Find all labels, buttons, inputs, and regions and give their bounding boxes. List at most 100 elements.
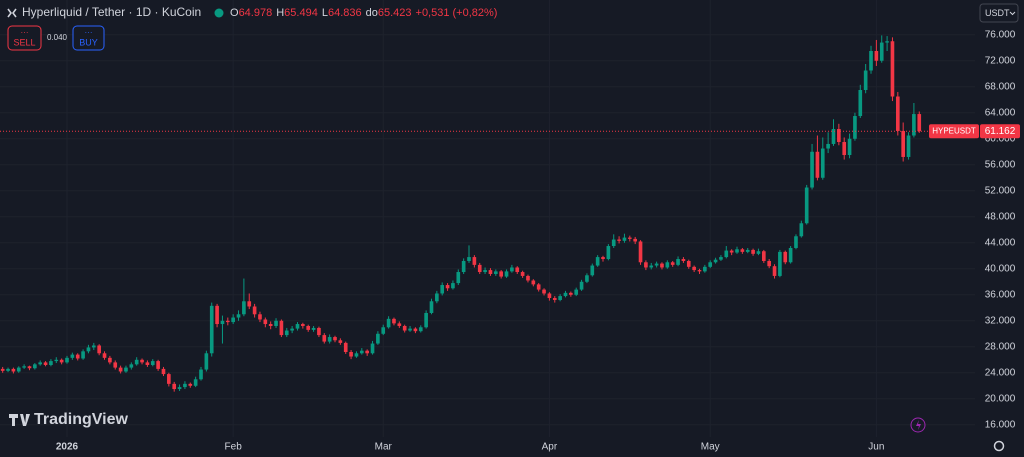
candle-body [183,383,187,388]
buy-label[interactable]: BUY [79,37,98,47]
candle-body [697,270,702,272]
candle-body [97,345,101,354]
candle-body [258,314,262,320]
y-tick-label: 40.000 [985,263,1016,274]
candle-body [290,328,294,331]
ohlc-key: H [276,7,284,19]
spread: 0.040 [47,33,68,42]
candle-body [124,367,128,372]
candle-body [810,151,814,188]
candle-body [574,289,579,295]
symbol-title: Hyperliquid / Tether · 1D · KuCoin [22,5,201,19]
candle-body [794,236,798,248]
candle-body [376,333,380,344]
candle-body [188,383,193,386]
candle-body [349,351,353,357]
candle-body [772,266,777,276]
candle-body [890,41,895,97]
ohlc-key: L [322,7,328,19]
candle-body [333,337,337,341]
candles [0,35,975,392]
candle-body [22,366,26,368]
y-tick-label: 76.000 [985,29,1016,40]
candle-body [879,42,884,61]
alert-icon[interactable] [910,417,926,433]
symbol-label: HYPEUSDT [932,126,976,135]
candle-body [177,387,182,390]
currency-label[interactable]: USDT [985,8,1010,18]
candle-body [172,383,177,390]
candle-body [676,259,680,265]
y-tick-label: 36.000 [985,289,1016,300]
x-tick-label: Apr [542,442,558,453]
candle-body [708,262,713,267]
candle-body [108,357,112,363]
y-tick-label: 44.000 [985,237,1016,248]
candle-body [75,354,80,359]
candle-body [435,293,439,302]
candle-body [54,359,59,362]
candle-body [552,298,557,300]
sell-label[interactable]: SELL [13,37,35,47]
candle-body [0,368,5,371]
sell-button[interactable] [7,25,42,51]
candle-body [145,362,150,365]
candle-body [220,320,225,325]
sell-dots: ··· [21,28,29,37]
currency-select[interactable] [979,3,1019,23]
candle-body [381,327,386,334]
candle-body [301,324,305,326]
candle-body [279,320,284,336]
price-label: 61.162 [985,126,1016,137]
candle-body [499,271,503,277]
candle-body [483,270,487,273]
x-tick-label: May [701,442,720,453]
y-tick-label: 72.000 [985,55,1016,66]
candle-body [306,325,311,330]
candle-body [429,301,434,313]
candle-body [225,320,230,323]
candle-body [6,368,10,371]
candle-body [311,327,316,330]
header: Hyperliquid / Tether · 1D · KuCoin O64.9… [7,3,1019,51]
candle-body [847,138,852,156]
candle-body [627,237,632,239]
candle-body [815,151,820,178]
candle-body [322,335,327,342]
y-tick-label: 20.000 [985,393,1016,404]
candle-body [820,148,825,178]
candle-body [440,285,445,294]
candle-body [788,247,793,263]
candle-body [59,359,64,363]
candle-body [724,250,729,258]
candle-body [751,249,755,254]
candle-body [252,306,257,315]
candle-body [43,362,48,365]
candle-body [118,367,123,372]
candle-body [579,281,584,290]
y-tick-label: 48.000 [985,211,1016,222]
dropdown-arrow [1009,11,1016,16]
candle-body [863,70,868,91]
y-tick-label: 64.000 [985,107,1016,118]
candle-body [113,362,118,368]
candle-body [65,357,69,363]
logo-icon [7,8,17,18]
settings-icon[interactable] [993,440,1005,452]
buy-button[interactable] [72,25,105,51]
candle-body [547,293,552,299]
candle-body [424,312,428,328]
candle-body [343,342,348,352]
candle-body [917,114,922,132]
candle-body [504,271,509,277]
candle-body [242,301,246,315]
ohlc-key: do [366,7,378,19]
candle-body [536,284,541,290]
candle-body [633,238,637,242]
candle-body [670,262,675,265]
candle-body [719,257,723,260]
candle-body [799,223,804,237]
candle-body [654,263,659,266]
